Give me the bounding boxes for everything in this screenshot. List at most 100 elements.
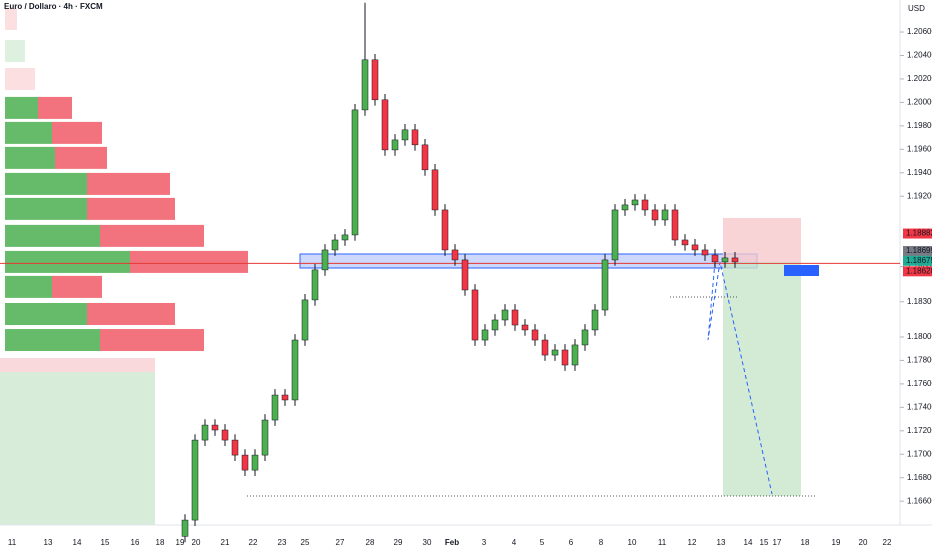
price-label-box xyxy=(903,228,932,239)
support-zone xyxy=(299,253,758,269)
candle-body xyxy=(551,349,559,356)
profile-buy xyxy=(5,197,87,220)
profile-buy xyxy=(5,172,87,195)
x-tick-label: 14 xyxy=(73,538,82,547)
candle-body xyxy=(351,109,359,236)
x-tick-label: 22 xyxy=(883,538,892,547)
profile-faded xyxy=(5,8,17,30)
candle-body xyxy=(721,257,729,263)
profile-sell xyxy=(38,96,72,119)
x-tick-label: 14 xyxy=(744,538,753,547)
y-tick-label: 1.19600 xyxy=(907,144,932,153)
x-tick-label: 19 xyxy=(832,538,841,547)
candle-body xyxy=(601,259,609,311)
x-tick-label: 18 xyxy=(156,538,165,547)
candle-body xyxy=(701,249,709,256)
candle-body xyxy=(381,99,389,151)
candle-body xyxy=(341,234,349,241)
x-tick-label: 4 xyxy=(512,538,517,547)
x-tick-label: Feb xyxy=(445,538,459,547)
candle-body xyxy=(181,519,189,537)
x-tick-label: 11 xyxy=(658,538,667,547)
y-tick-label: 1.17800 xyxy=(907,356,932,365)
x-tick-label: 3 xyxy=(482,538,487,547)
price-label-box xyxy=(903,245,932,256)
x-tick-label: 30 xyxy=(423,538,432,547)
candle-body xyxy=(621,204,629,211)
y-tick-label: 1.20200 xyxy=(907,74,932,83)
x-tick-label: 25 xyxy=(301,538,310,547)
candle-body xyxy=(391,139,399,151)
x-tick-label: 8 xyxy=(599,538,604,547)
candle-body xyxy=(611,209,619,261)
profile-sell xyxy=(87,197,175,220)
price-label: 1.18675 xyxy=(906,256,932,265)
target-zone xyxy=(0,372,155,525)
profile-sell xyxy=(130,250,248,273)
profile-buy xyxy=(5,275,52,298)
profile-faded xyxy=(5,68,35,90)
candle-body xyxy=(361,59,369,111)
x-tick-label: 13 xyxy=(44,538,53,547)
candle-body xyxy=(631,199,639,206)
y-tick-label: 1.19200 xyxy=(907,191,932,200)
y-tick-label: 1.18300 xyxy=(907,297,932,306)
x-tick-label: 15 xyxy=(101,538,110,547)
candle-body xyxy=(411,129,419,146)
arrow-marker[interactable] xyxy=(784,265,819,276)
candle-body xyxy=(521,324,529,331)
profile-sell xyxy=(87,302,175,325)
candle-body xyxy=(251,454,259,471)
candle-body xyxy=(271,394,279,421)
candle-body xyxy=(541,339,549,356)
profile-buy xyxy=(5,224,100,247)
x-tick-label: 18 xyxy=(801,538,810,547)
x-tick-label: 5 xyxy=(540,538,545,547)
y-tick-label: 1.16600 xyxy=(907,496,932,505)
profile-sell xyxy=(52,121,102,144)
candle-body xyxy=(221,429,229,441)
y-tick-label: 1.17400 xyxy=(907,402,932,411)
candle-body xyxy=(561,349,569,366)
x-tick-label: 16 xyxy=(131,538,140,547)
profile-sell xyxy=(100,329,204,352)
candle-body xyxy=(531,329,539,341)
candle-body xyxy=(481,329,489,341)
candle-body xyxy=(451,249,459,261)
x-tick-label: 20 xyxy=(859,538,868,547)
y-tick-label: 1.19400 xyxy=(907,168,932,177)
candle-body xyxy=(471,289,479,341)
y-tick-label: 1.17600 xyxy=(907,379,932,388)
x-tick-label: 10 xyxy=(628,538,637,547)
x-tick-label: 20 xyxy=(192,538,201,547)
candle-body xyxy=(301,299,309,341)
candle-body xyxy=(201,424,209,441)
y-tick-label: 1.20400 xyxy=(907,51,932,60)
stop-zone xyxy=(0,358,155,372)
chart-title: Euro / Dollaro · 4h · FXCM xyxy=(4,2,103,11)
x-tick-label: 27 xyxy=(336,538,345,547)
x-tick-label: 13 xyxy=(717,538,726,547)
price-label-box xyxy=(903,255,932,266)
candle-body xyxy=(461,259,469,291)
x-tick-label: 15 xyxy=(760,538,769,547)
candle-body xyxy=(731,257,739,263)
price-label: 1.18628 xyxy=(906,266,932,275)
candle-body xyxy=(651,209,659,221)
candle-body xyxy=(331,239,339,251)
x-tick-label: 23 xyxy=(278,538,287,547)
candle-body xyxy=(211,424,219,431)
candle-body xyxy=(231,439,239,456)
candle-body xyxy=(711,254,719,263)
profile-sell xyxy=(87,172,170,195)
candle-body xyxy=(671,209,679,241)
x-tick-label: 12 xyxy=(688,538,697,547)
y-tick-label: 1.20600 xyxy=(907,27,932,36)
x-tick-label: 6 xyxy=(569,538,574,547)
candle-body xyxy=(691,244,699,251)
x-tick-label: 21 xyxy=(221,538,230,547)
x-tick-label: 28 xyxy=(366,538,375,547)
candle-body xyxy=(501,309,509,321)
x-tick-label: 22 xyxy=(249,538,258,547)
price-label: 1.18882 xyxy=(906,229,932,238)
